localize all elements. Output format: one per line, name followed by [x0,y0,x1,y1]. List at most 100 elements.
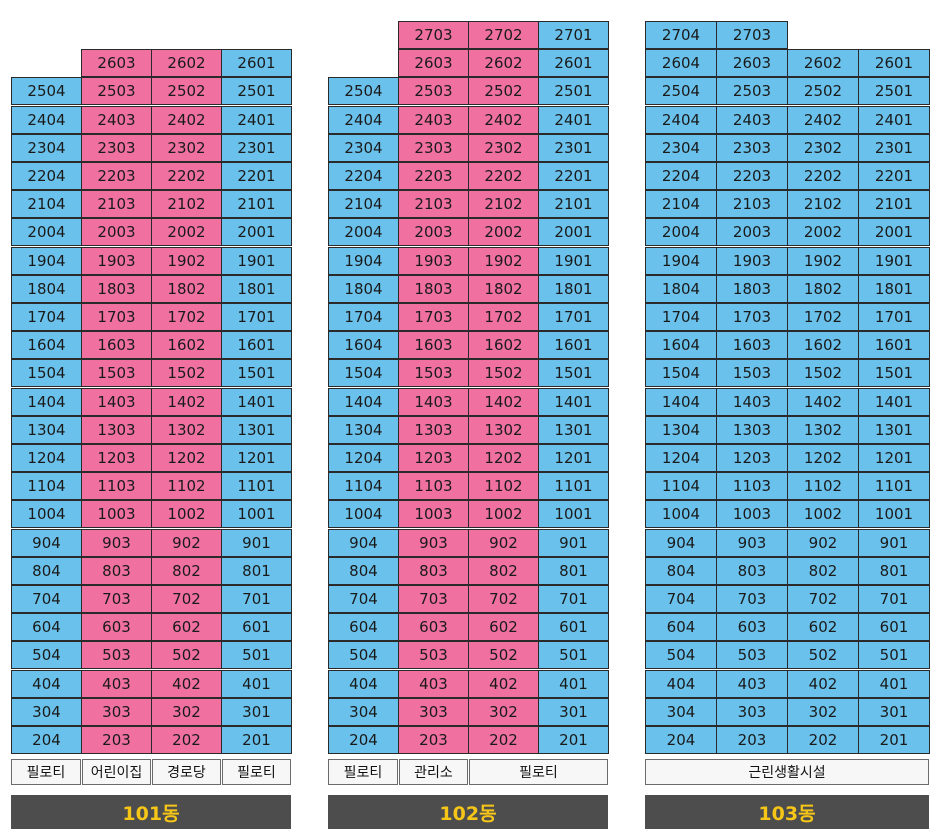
unit-cell: 2101 [538,190,609,219]
unit-cell: 1101 [221,472,292,501]
unit-cell: 304 [11,697,82,726]
unit-cell: 2501 [221,77,292,106]
unit-cell: 2001 [858,218,930,247]
unit-cell: 1504 [11,359,82,388]
unit-cell: 503 [716,641,788,670]
unit-cell: 801 [538,556,609,585]
unit-cell: 201 [538,726,609,754]
unit-cell: 503 [398,641,469,670]
unit-cell: 2202 [151,162,222,190]
unit-cell: 403 [716,669,788,698]
unit-cell: 301 [858,697,930,726]
unit-cell: 201 [858,726,930,754]
unit-cell: 1303 [716,415,788,444]
unit-cell: 1403 [81,387,152,416]
unit-cell: 1803 [398,274,469,303]
unit-cell: 2003 [81,218,152,247]
unit-cell: 1601 [221,331,292,360]
unit-cell: 701 [858,585,930,613]
unit-cell: 2001 [221,218,292,247]
unit-cell: 703 [716,585,788,613]
ground-floor-facility: 관리소 [399,759,468,785]
unit-cell: 1503 [398,359,469,388]
unit-cell: 1402 [151,387,222,416]
unit-cell: 1702 [151,303,222,331]
unit-cell: 2003 [398,218,469,247]
unit-cell: 402 [151,669,222,698]
unit-cell: 1204 [11,444,82,472]
unit-cell: 1501 [221,359,292,388]
unit-cell: 402 [787,669,859,698]
unit-cell: 603 [81,613,152,642]
unit-cell: 1804 [328,274,399,303]
unit-cell: 1801 [221,274,292,303]
unit-cell: 2504 [645,77,717,106]
unit-cell: 1702 [787,303,859,331]
unit-cell: 2602 [151,49,222,78]
unit-cell: 702 [787,585,859,613]
unit-cell: 1704 [645,303,717,331]
unit-cell: 301 [221,697,292,726]
unit-cell: 2503 [398,77,469,106]
unit-cell: 1304 [645,415,717,444]
unit-cell: 1102 [468,472,539,501]
unit-cell: 1302 [787,415,859,444]
unit-cell: 1402 [787,387,859,416]
unit-cell: 504 [328,641,399,670]
unit-cell: 204 [11,726,82,754]
unit-cell: 1301 [858,415,930,444]
unit-cell: 2501 [538,77,609,106]
unit-cell: 1001 [858,500,930,529]
unit-cell: 2204 [328,162,399,190]
unit-cell: 204 [328,726,399,754]
unit-cell: 404 [645,669,717,698]
unit-cell: 202 [787,726,859,754]
unit-cell: 1702 [468,303,539,331]
unit-cell: 1204 [645,444,717,472]
unit-cell: 1203 [716,444,788,472]
unit-cell: 504 [11,641,82,670]
unit-cell: 2502 [151,77,222,106]
unit-cell: 1404 [645,387,717,416]
unit-cell: 701 [538,585,609,613]
unit-cell: 1104 [11,472,82,501]
unit-cell: 1002 [468,500,539,529]
unit-cell: 1004 [11,500,82,529]
unit-cell: 1004 [328,500,399,529]
unit-cell: 2302 [787,133,859,162]
unit-cell: 1903 [398,246,469,275]
unit-cell: 1504 [645,359,717,388]
unit-cell: 2504 [328,77,399,106]
unit-cell: 1101 [858,472,930,501]
unit-cell: 904 [11,528,82,557]
unit-cell: 801 [858,556,930,585]
unit-cell: 2603 [716,49,788,78]
unit-cell: 901 [221,528,292,557]
unit-cell: 2201 [538,162,609,190]
unit-cell: 2601 [221,49,292,78]
unit-cell: 1201 [221,444,292,472]
unit-cell: 2402 [787,105,859,134]
unit-cell: 1104 [328,472,399,501]
unit-cell: 2503 [716,77,788,106]
unit-cell: 1202 [468,444,539,472]
unit-cell: 2002 [151,218,222,247]
unit-cell: 701 [221,585,292,613]
unit-cell: 1404 [11,387,82,416]
unit-cell: 1801 [538,274,609,303]
unit-cell: 2104 [11,190,82,219]
unit-cell: 1902 [151,246,222,275]
unit-cell: 301 [538,697,609,726]
unit-cell: 502 [151,641,222,670]
unit-cell: 2603 [398,49,469,78]
unit-cell: 604 [11,613,82,642]
unit-cell: 1003 [398,500,469,529]
unit-cell: 2302 [151,133,222,162]
unit-cell: 2104 [328,190,399,219]
unit-cell: 1102 [151,472,222,501]
unit-cell: 2204 [645,162,717,190]
unit-cell: 1602 [468,331,539,360]
unit-cell: 703 [398,585,469,613]
unit-cell: 2403 [398,105,469,134]
